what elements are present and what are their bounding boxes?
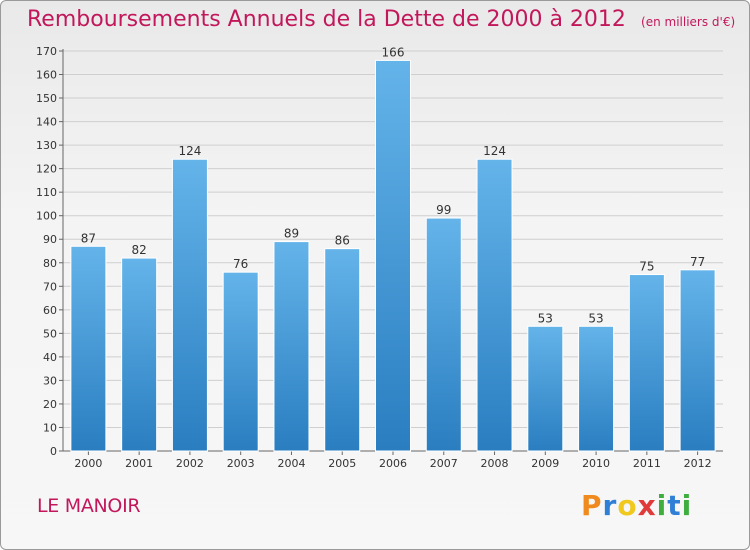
x-tick-label: 2005 — [328, 457, 356, 470]
bars — [70, 59, 716, 452]
value-label: 89 — [284, 227, 299, 241]
bar-2008 — [476, 158, 513, 452]
bar-2012 — [679, 269, 716, 452]
x-tick-label: 2008 — [481, 457, 509, 470]
bar-2011 — [628, 274, 665, 452]
y-tick-label: 150 — [36, 92, 57, 105]
chart-unit-label: (en milliers d'€) — [641, 15, 736, 29]
y-tick-label: 10 — [43, 421, 57, 434]
bar-2010 — [578, 325, 615, 452]
y-tick-label: 0 — [50, 445, 57, 458]
x-tick-label: 2001 — [125, 457, 153, 470]
logo-letter: i — [681, 489, 693, 522]
value-label: 53 — [538, 311, 553, 325]
bar-2007 — [425, 217, 462, 452]
x-tick-label: 2004 — [277, 457, 305, 470]
y-tick-label: 160 — [36, 69, 57, 82]
x-tick-label: 2003 — [227, 457, 255, 470]
bar-2002 — [171, 158, 208, 452]
bar-2000 — [70, 245, 107, 452]
value-label: 75 — [639, 260, 654, 274]
logo-letter: t — [667, 489, 682, 522]
bar-2003 — [222, 271, 259, 452]
y-tick-label: 30 — [43, 374, 57, 387]
labels: 0 10 20 30 40 50 60 70 80 90 100 110 120 130 140 150 160… — [36, 45, 712, 470]
value-label: 86 — [335, 234, 350, 248]
y-tick-label: 130 — [36, 139, 57, 152]
bar-2004 — [273, 241, 310, 452]
y-tick-label: 120 — [36, 163, 57, 176]
y-tick-label: 70 — [43, 280, 57, 293]
x-tick-label: 2009 — [531, 457, 559, 470]
value-label: 99 — [436, 203, 451, 217]
bar-2009 — [527, 325, 564, 452]
bar-2005 — [324, 248, 361, 452]
logo-letter: o — [617, 489, 638, 522]
logo-letter: i — [656, 489, 668, 522]
bar-2001 — [121, 257, 158, 452]
x-tick-label: 2007 — [430, 457, 458, 470]
x-tick-label: 2012 — [684, 457, 712, 470]
x-tick-label: 2010 — [582, 457, 610, 470]
y-tick-label: 80 — [43, 257, 57, 270]
commune-name: LE MANOIR — [37, 495, 141, 517]
y-tick-label: 60 — [43, 304, 57, 317]
chart-title: Remboursements Annuels de la Dette de 20… — [27, 7, 735, 32]
value-label: 124 — [483, 144, 506, 158]
y-tick-label: 110 — [36, 186, 57, 199]
value-label: 77 — [690, 255, 705, 269]
y-tick-label: 20 — [43, 398, 57, 411]
value-label: 87 — [81, 231, 96, 245]
chart-title-text: Remboursements Annuels de la Dette de 20… — [27, 7, 626, 32]
y-tick-label: 140 — [36, 116, 57, 129]
value-label: 166 — [382, 45, 405, 59]
x-tick-label: 2011 — [633, 457, 661, 470]
logo-letter: r — [602, 489, 618, 522]
logo-letter: P — [581, 489, 603, 522]
value-label: 124 — [178, 144, 201, 158]
value-label: 76 — [233, 257, 248, 271]
value-label: 82 — [132, 243, 147, 257]
y-tick-label: 170 — [36, 45, 57, 58]
y-tick-label: 50 — [43, 327, 57, 340]
x-tick-label: 2002 — [176, 457, 204, 470]
proxiti-logo[interactable]: Proxiti — [581, 489, 692, 522]
x-tick-label: 2006 — [379, 457, 407, 470]
value-label: 53 — [588, 311, 603, 325]
x-tick-label: 2000 — [74, 457, 102, 470]
y-tick-label: 100 — [36, 210, 57, 223]
logo-letter: x — [637, 489, 657, 522]
y-tick-label: 40 — [43, 351, 57, 364]
bar-2006 — [375, 59, 411, 452]
y-tick-label: 90 — [43, 233, 57, 246]
